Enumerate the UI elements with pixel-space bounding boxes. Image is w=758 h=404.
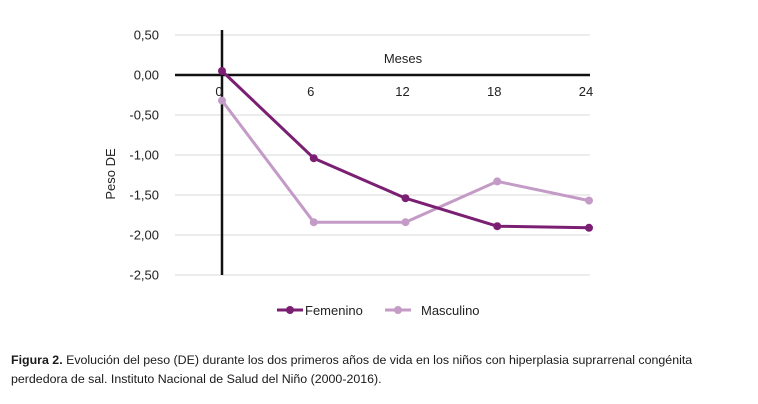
legend-label: Femenino [305, 303, 363, 318]
caption-text: Evolución del peso (DE) durante los dos … [11, 353, 693, 386]
x-tick-label: 12 [395, 84, 409, 99]
caption-label: Figura 2. [11, 353, 63, 367]
data-point [493, 177, 502, 186]
data-point [493, 222, 502, 231]
series-masculino [218, 96, 593, 227]
x-tick-labels: 0 6 12 18 24 [215, 84, 593, 99]
axes [175, 30, 590, 275]
legend-label: Masculino [421, 303, 480, 318]
y-tick-label: -2,50 [129, 268, 159, 283]
y-tick-label: -0,50 [129, 108, 159, 123]
figure-caption: Figura 2. Evolución del peso (DE) durant… [11, 351, 751, 389]
data-point [309, 154, 318, 163]
gridlines [175, 34, 590, 276]
data-point [401, 218, 410, 227]
x-axis-title: Meses [384, 51, 423, 66]
x-tick-label: 0 [215, 84, 222, 99]
series-line [220, 99, 590, 224]
x-tick-label: 18 [487, 84, 501, 99]
y-tick-label: -2,00 [129, 228, 159, 243]
x-tick-label: 6 [307, 84, 314, 99]
legend-swatch-marker [286, 306, 294, 314]
data-point [309, 218, 318, 227]
legend-item: Masculino [385, 303, 480, 318]
line-chart: 0,50 0,00 -0,50 -1,00 -1,50 -2,00 -2,50 0 6 12 18… [103, 28, 593, 319]
legend-swatch-marker [394, 306, 402, 314]
legend-item: Femenino [277, 303, 363, 318]
y-tick-labels: 0,50 0,00 -0,50 -1,00 -1,50 -2,00 -2,50 [129, 28, 159, 283]
legend: Femenino Masculino [277, 303, 480, 318]
data-point [218, 96, 226, 105]
x-tick-label: 24 [579, 84, 593, 99]
data-point [585, 223, 593, 232]
series-lines [218, 67, 593, 232]
data-point [218, 67, 226, 75]
data-point [585, 196, 593, 205]
y-tick-label: 0,00 [134, 68, 159, 83]
series-femenino [218, 67, 593, 232]
y-tick-label: -1,50 [129, 188, 159, 203]
y-tick-label: -1,00 [129, 148, 159, 163]
y-axis-title: Peso DE [103, 148, 118, 200]
y-tick-label: 0,50 [134, 28, 159, 43]
data-point [401, 194, 410, 203]
